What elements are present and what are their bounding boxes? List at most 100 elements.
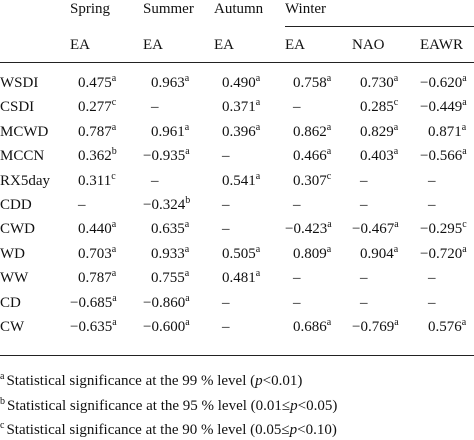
footnote-italic: p: [290, 397, 298, 414]
cell: –: [360, 294, 368, 312]
cell: –: [151, 172, 159, 190]
cell: 0.285c: [360, 98, 398, 116]
footnote-text: <0.10): [297, 422, 337, 438]
significance-mark: a: [111, 268, 117, 280]
cell-value: −0.600: [143, 319, 186, 335]
cell: −0.566a: [420, 147, 467, 165]
cell: 0.758a: [293, 74, 331, 92]
cell: –: [360, 269, 368, 287]
significance-mark: a: [185, 146, 190, 158]
significance-mark: a: [184, 243, 190, 255]
cell-value: −0.295: [420, 221, 463, 238]
row-label: WSDI: [0, 75, 39, 91]
footnote-italic: p: [255, 373, 263, 389]
cell: 0.755a: [151, 269, 189, 287]
cell: –: [151, 98, 159, 116]
significance-mark: a: [255, 243, 261, 255]
cell-value: –: [151, 172, 159, 189]
cell-value: −0.324: [143, 197, 186, 213]
cell-value: 0.475: [78, 75, 112, 91]
cell-value: −0.449: [420, 99, 463, 116]
significance-mark: a: [462, 243, 467, 255]
footnote-mark: b: [0, 395, 5, 407]
cell: 0.871a: [428, 121, 467, 141]
significance-mark: a: [112, 292, 117, 304]
cell-value: 0.686: [293, 319, 327, 335]
footnote: c Statistical significance at the 90 % le…: [0, 421, 337, 439]
cell-value: 0.787: [78, 270, 112, 287]
significance-mark: a: [393, 243, 399, 255]
significance-mark: a: [184, 268, 190, 280]
cell-value: −0.423: [285, 221, 328, 238]
significance-mark: a: [326, 243, 332, 255]
cell: 0.277c: [78, 98, 116, 116]
cell: 0.787a: [78, 122, 116, 141]
footnote: a Statistical significance at the 99 % le…: [0, 372, 302, 390]
cell-value: −0.467: [352, 221, 395, 238]
cell-value: –: [428, 294, 436, 311]
season-header: Winter: [285, 1, 327, 17]
cell: −0.324b: [143, 196, 190, 214]
row-label: WD: [0, 245, 25, 262]
cell-value: –: [222, 221, 230, 238]
cell: 0.730a: [360, 74, 398, 92]
cell-value: −0.635: [70, 319, 113, 335]
cell-value: 0.862: [293, 123, 327, 140]
significance-mark: a: [185, 317, 190, 328]
cell: 0.311c: [78, 170, 116, 190]
significance-mark: c: [326, 170, 332, 182]
cell: 0.505a: [222, 243, 261, 263]
cell-value: 0.703: [78, 245, 112, 262]
cell-value: 0.933: [151, 245, 185, 262]
cell: –: [293, 196, 301, 214]
significance-mark: b: [185, 195, 191, 206]
season-rule: [285, 26, 474, 27]
significance-mark: a: [185, 292, 190, 304]
significance-mark: a: [112, 317, 117, 328]
season-header: Spring: [70, 1, 111, 17]
cell: –: [428, 196, 436, 214]
significance-mark: a: [111, 73, 117, 84]
significance-mark: a: [326, 121, 332, 133]
significance-mark: c: [111, 170, 116, 182]
cell: 0.541a: [222, 171, 260, 190]
cell: −0.449a: [420, 98, 467, 116]
footnote-text: <0.05): [297, 397, 338, 414]
significance-mark: a: [393, 73, 399, 84]
cell-value: –: [360, 197, 368, 213]
cell: 0.490a: [222, 74, 260, 92]
significance-mark: a: [184, 219, 190, 231]
cell-value: 0.307: [293, 172, 327, 189]
cell: 0.904a: [360, 243, 399, 263]
significance-mark: a: [255, 121, 261, 133]
cell: 0.787a: [78, 269, 116, 287]
cell-value: –: [293, 197, 301, 213]
significance-mark: c: [462, 219, 467, 231]
row-label: MCCN: [0, 148, 45, 165]
cell-value: –: [222, 148, 230, 165]
cell: 0.576a: [428, 318, 466, 336]
significance-mark: a: [326, 146, 332, 158]
cell: 0.862a: [293, 121, 332, 141]
cell-value: 0.466: [293, 148, 327, 165]
cell-value: 0.963: [151, 75, 185, 91]
cell: −0.635a: [70, 318, 117, 336]
cell-value: –: [78, 197, 86, 213]
cell: –: [293, 269, 301, 287]
cell-value: −0.566: [420, 148, 463, 165]
cell-value: –: [428, 270, 436, 287]
cell-value: –: [222, 319, 230, 335]
significance-mark: a: [184, 121, 190, 133]
significance-mark: a: [461, 121, 467, 133]
cell-value: 0.730: [360, 75, 394, 91]
cell-value: 0.490: [222, 75, 256, 91]
cell: 0.396a: [222, 121, 261, 141]
cell: –: [293, 98, 301, 116]
cell-value: 0.285: [360, 99, 394, 116]
row-label: CD: [0, 294, 21, 311]
cell: −0.620a: [420, 74, 467, 92]
cell: −0.769a: [352, 318, 399, 336]
cell-value: 0.440: [78, 221, 112, 238]
cell-value: –: [360, 270, 368, 287]
cell-value: –: [222, 294, 230, 311]
